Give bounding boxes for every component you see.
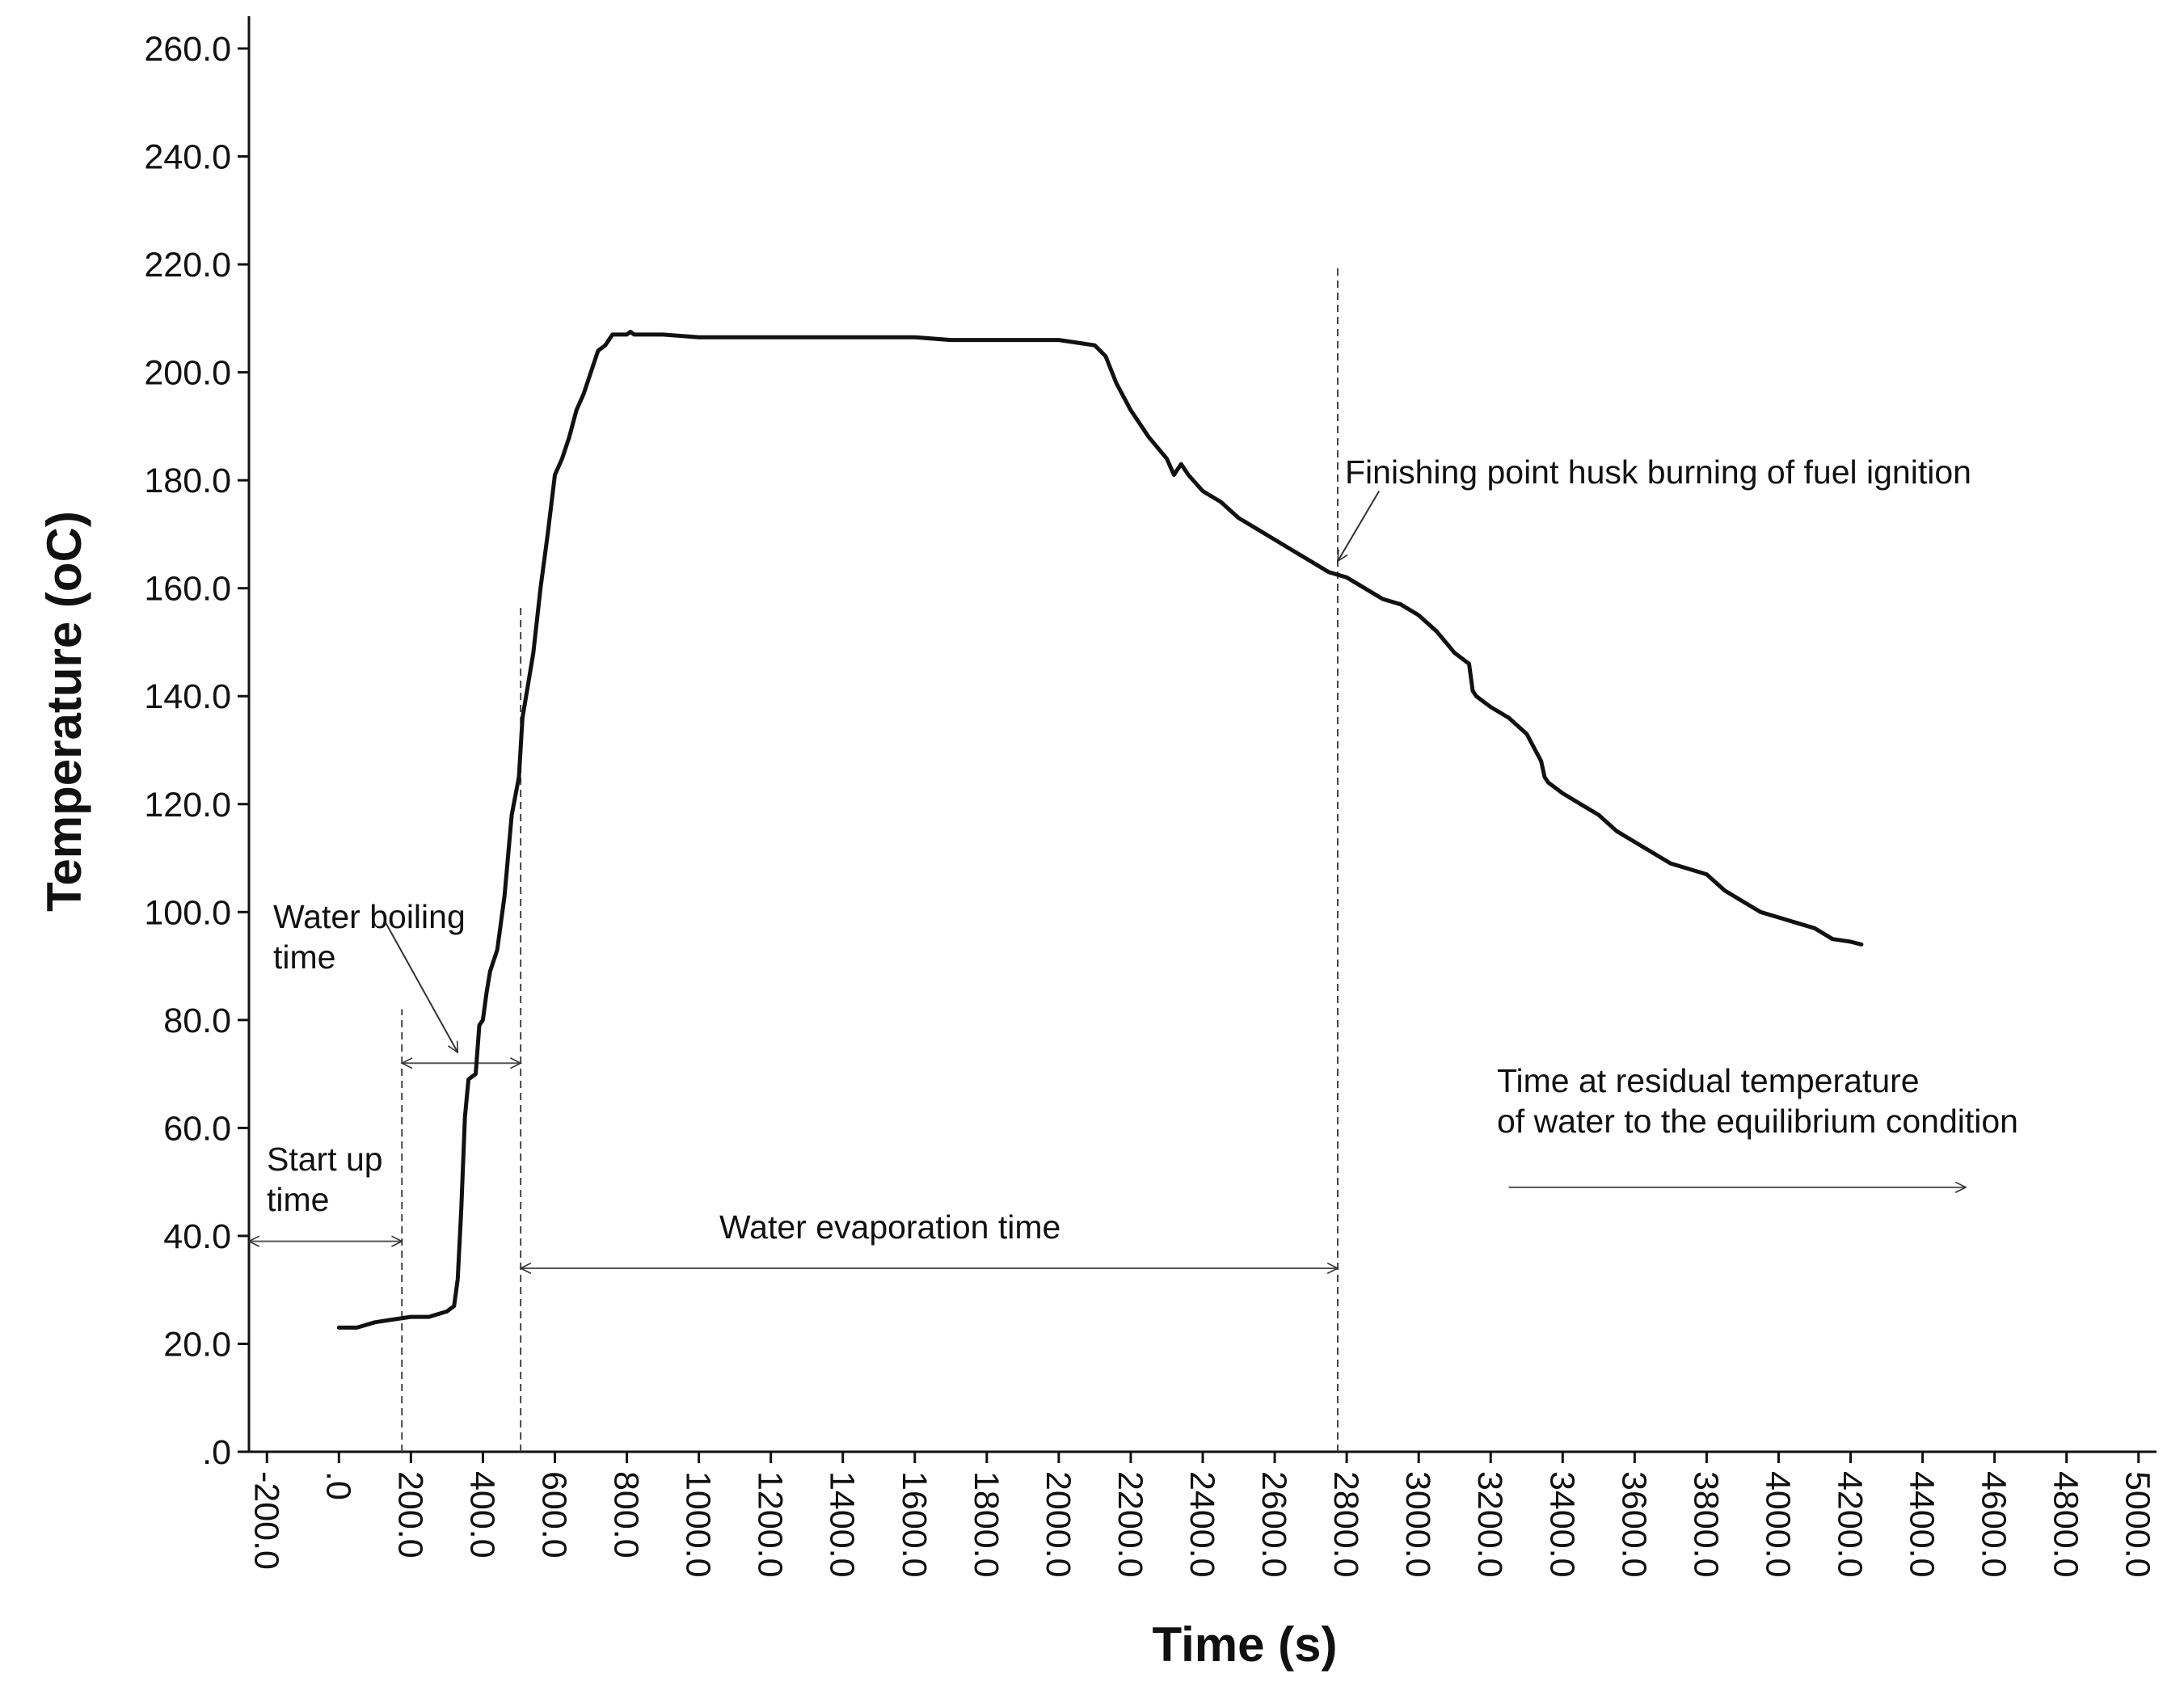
x-tick-label: 4200.0 [1831,1471,1870,1578]
x-tick-label: .0 [318,1471,357,1500]
y-tick-label: 220.0 [144,246,231,285]
water-boiling-label: time [273,938,335,976]
x-tick-label: 400.0 [462,1471,501,1558]
start-up-label: time [267,1181,329,1218]
x-tick-label: 3400.0 [1542,1471,1581,1578]
x-tick-label: 1000.0 [679,1471,718,1578]
x-tick-label: 1400.0 [823,1471,862,1578]
water-boiling-pointer [385,922,459,1052]
axis-titles: Time (s) Temperature (oC) [37,511,1337,1672]
x-tick-label: -200.0 [247,1471,285,1570]
y-tick-label: 20.0 [163,1325,231,1364]
x-tick-label: 3000.0 [1398,1471,1437,1578]
axes: .0 20.0 40.0 60.0 80.0 100.0 120.0 140.0 160.0 18… [144,16,2157,1578]
x-tick-label: 4800.0 [2047,1471,2085,1578]
start-up-label: Start up [267,1141,383,1178]
residual-label: of water to the equilibrium condition [1497,1103,2018,1140]
y-tick-label: 200.0 [144,354,231,393]
y-tick-label: 260.0 [144,30,231,69]
x-axis-title: Time (s) [1153,1617,1338,1672]
finishing-point-label: Finishing point husk burning of fuel ign… [1345,453,1971,491]
x-tick-label: 1800.0 [967,1471,1006,1578]
x-tick-label: 4600.0 [1975,1471,2013,1578]
y-tick-label: 60.0 [163,1109,231,1148]
water-evaporation-label: Water evaporation time [719,1208,1060,1246]
x-tick-label: 2800.0 [1326,1471,1365,1578]
x-tick-label: 3200.0 [1470,1471,1509,1578]
y-tick-label: 120.0 [144,786,231,825]
y-axis-title: Temperature (oC) [37,511,91,912]
x-tick-label: 1600.0 [895,1471,934,1578]
x-tick-label: 2400.0 [1183,1471,1221,1578]
finishing-point-pointer [1338,490,1381,562]
water-boiling-label: Water boiling [273,898,466,935]
y-tick-label: 80.0 [163,1002,231,1040]
temperature-series-line [336,330,1864,1330]
x-tick-label: 4000.0 [1758,1471,1797,1578]
y-tick-label: 140.0 [144,677,231,716]
x-tick-label: 200.0 [390,1471,429,1558]
x-tick-label: 800.0 [607,1471,646,1558]
y-tick-label: 40.0 [163,1217,231,1256]
x-tick-label: 600.0 [534,1471,573,1558]
y-tick-label: 160.0 [144,570,231,609]
y-tick-label: 100.0 [144,893,231,932]
x-tick-label: 3600.0 [1614,1471,1653,1578]
series-layer [336,330,1864,1330]
x-tick-label: 5000.0 [2119,1471,2157,1578]
x-tick-label: 4400.0 [1903,1471,1942,1578]
x-tick-label: 2600.0 [1254,1471,1293,1578]
y-tick-label: .0 [202,1433,231,1472]
x-tick-label: 2200.0 [1111,1471,1149,1578]
y-tick-label: 180.0 [144,462,231,500]
x-tick-label: 3800.0 [1686,1471,1725,1578]
x-tick-label: 2000.0 [1039,1471,1077,1578]
x-tick-label: 1200.0 [751,1471,790,1578]
reference-lines [401,264,1339,1452]
residual-label: Time at residual temperature [1497,1062,1920,1099]
y-tick-label: 240.0 [144,138,231,177]
